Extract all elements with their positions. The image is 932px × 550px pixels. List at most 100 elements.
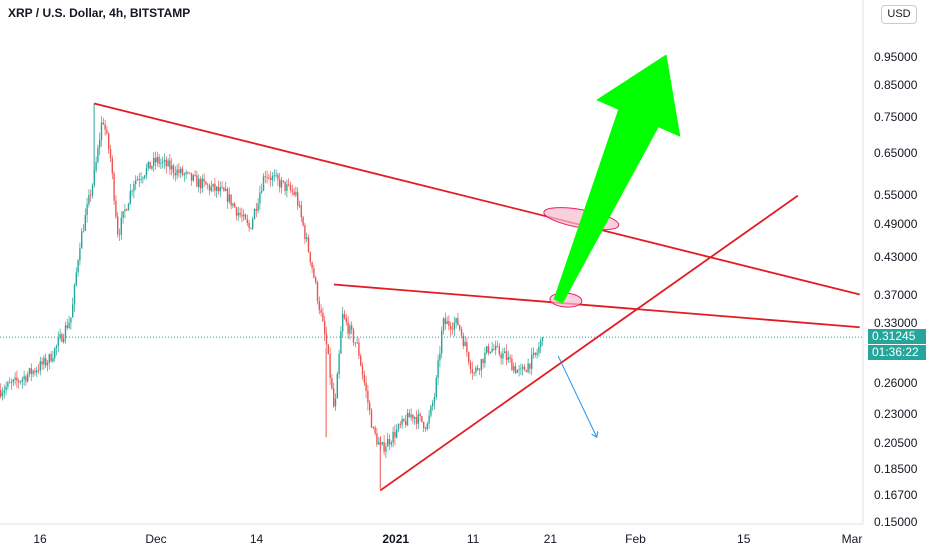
candle-body [412,414,414,419]
candle-body [77,260,79,273]
candle-body [100,122,103,140]
candle-body [477,367,479,370]
time-tick-label: Mar [841,532,863,546]
time-tick-label: 16 [33,532,47,546]
candle-body [1,392,4,397]
candle-body [160,162,162,164]
candle-body [459,325,461,330]
candle-body [496,345,499,347]
candle-body [194,175,196,177]
candle-body [115,200,117,217]
candle-body [37,370,40,372]
candle-body [158,157,160,164]
candle-body [140,178,142,180]
candle-body [111,158,113,174]
candle-body [79,248,81,261]
price-tick-label: 0.37000 [874,287,918,302]
bearish-arrow[interactable] [557,355,598,438]
candle-body [241,214,243,217]
price-tick-label: 0.49000 [874,216,918,231]
price-tick-label: 0.18500 [874,462,918,477]
candle-body [127,203,130,211]
candle-body [311,262,313,269]
countdown-label: 01:36:22 [868,345,926,360]
candle-body [284,181,286,191]
candle-body [81,231,83,249]
time-tick-label: 11 [466,532,480,546]
candle-body [417,414,419,424]
candle-body [48,354,50,364]
candle-body [421,415,423,422]
candle-body [320,309,322,313]
candle-body [255,209,257,211]
time-tick-label: 15 [737,532,751,546]
candle-body [376,433,378,445]
candle-body [390,442,392,445]
candle-body [316,282,319,302]
candle-body [46,363,49,366]
candle-body [302,217,304,226]
candle-body [451,329,454,331]
candle-body [536,352,538,355]
candle-body [253,209,256,220]
candle-body [32,370,34,375]
candle-body [27,374,29,382]
candle-body [70,317,72,323]
candle-body [41,361,43,365]
price-tick-label: 0.15000 [874,515,918,529]
candle-body [266,177,268,178]
candle-body [28,368,31,375]
trendline-lower-resistance[interactable] [333,283,860,329]
trendline-upper-resistance[interactable] [93,102,860,296]
candle-body [234,203,236,208]
candle-body [9,382,11,384]
candle-body [334,398,337,407]
candle-body [225,188,227,191]
candle-body [306,237,308,240]
candle-body [340,331,342,354]
candle-body [172,165,175,174]
candle-body [518,369,520,371]
candle-body [39,361,41,371]
candle-body [217,186,220,192]
candle-body [541,337,544,341]
candle-body [309,251,311,263]
price-tick-label: 0.20500 [874,436,918,451]
candle-body [181,168,184,176]
candle-body [289,185,292,191]
candle-body [136,179,139,181]
candle-body [25,376,27,382]
bullish-arrow[interactable] [553,54,681,304]
candle-body [190,172,193,181]
candle-body [207,184,209,186]
candle-body [356,342,358,344]
candle-body [64,325,67,339]
candle-body [183,174,185,176]
candle-body [198,178,200,187]
candle-body [534,352,536,355]
candle-body [297,192,299,206]
candle-body [360,355,362,366]
candle-body [455,318,457,323]
price-tick-label: 0.95000 [874,50,918,64]
time-tick-label: Feb [625,532,646,546]
candle-body [131,190,133,192]
candle-body [322,312,324,322]
candle-body [453,322,455,330]
candle-body [522,366,524,369]
candle-body [55,345,58,349]
candle-body [505,351,508,360]
currency-button[interactable]: USD [881,5,917,24]
chart-title: XRP / U.S. Dollar, 4h, BITSTAMP [8,6,191,20]
candle-body [151,165,153,169]
candle-body [401,419,403,425]
candle-body [270,177,272,180]
candle-body [52,358,54,362]
candle-body [162,161,164,163]
trendline-rising-support[interactable] [379,194,799,492]
candle-body [293,191,295,195]
candle-body [397,424,400,430]
candle-body [513,366,515,371]
candle-body [325,334,328,345]
